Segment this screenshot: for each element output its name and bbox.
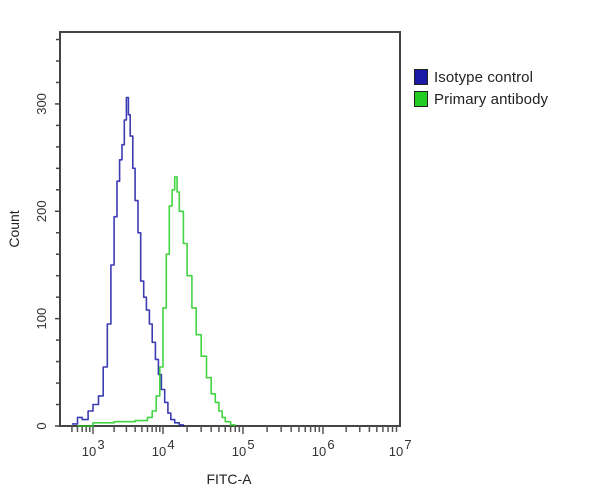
legend-item-primary-antibody: Primary antibody — [414, 88, 548, 110]
y-tick-label: 200 — [34, 200, 49, 222]
y-tick-label: 0 — [34, 422, 49, 429]
legend: Isotype control Primary antibody — [414, 66, 548, 110]
x-tick-label: 10 — [312, 444, 326, 459]
x-tick-exponent: 6 — [327, 437, 334, 452]
legend-swatch-isotype-control — [414, 69, 428, 85]
series-layer — [71, 96, 236, 427]
x-tick-label: 10 — [232, 444, 246, 459]
x-tick-label: 10 — [152, 444, 166, 459]
x-tick-exponent: 4 — [167, 437, 174, 452]
y-axis-title: Count — [6, 210, 22, 247]
series-isotype-control — [71, 96, 185, 426]
x-tick-label: 10 — [82, 444, 96, 459]
y-tick-label: 300 — [34, 93, 49, 115]
x-tick-exponent: 5 — [247, 437, 254, 452]
x-axis: 10 3 10 4 10 5 10 6 10 7 — [71, 426, 412, 459]
x-tick-label: 10 — [389, 444, 403, 459]
y-tick-label: 100 — [34, 308, 49, 330]
plot-frame — [59, 31, 401, 427]
legend-label: Primary antibody — [434, 90, 549, 108]
x-tick-exponent: 7 — [404, 437, 411, 452]
legend-label: Isotype control — [434, 68, 534, 86]
legend-swatch-primary-antibody — [414, 91, 428, 107]
legend-item-isotype-control: Isotype control — [414, 66, 548, 88]
plot-border — [59, 31, 401, 427]
x-tick-exponent: 3 — [97, 437, 104, 452]
series-primary-antibody — [77, 176, 236, 427]
x-axis-title: FITC-A — [206, 471, 252, 487]
y-axis: 0 100 200 300 — [34, 38, 60, 430]
